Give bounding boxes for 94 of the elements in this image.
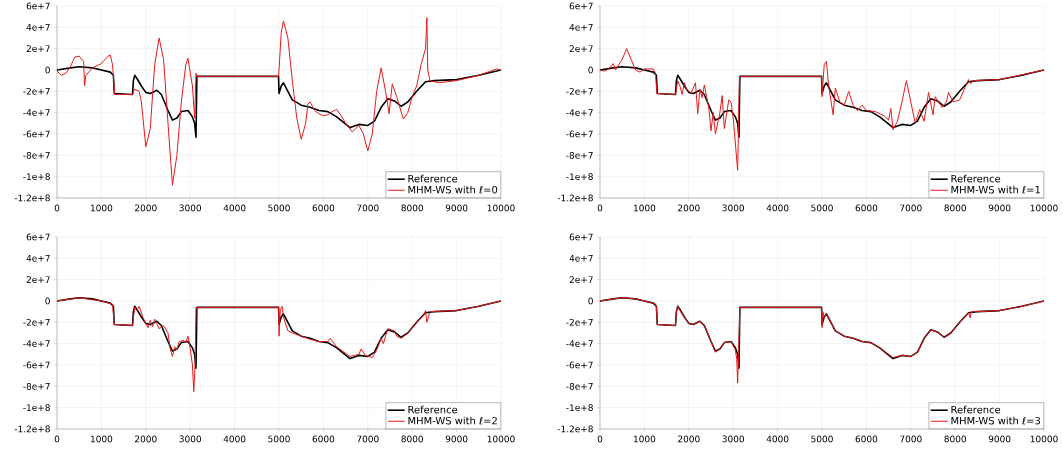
legend-label: Reference [951, 405, 1001, 414]
y-tick-label: -6e+7 [23, 361, 50, 369]
y-tick-label: -6e+7 [566, 361, 593, 369]
x-tick-label: 10000 [1030, 435, 1058, 443]
y-tick-label: -4e+7 [566, 109, 593, 116]
y-tick-label: 0 [588, 66, 593, 74]
y-tick-label: -4e+7 [566, 340, 593, 347]
x-tick-label: 7000 [357, 435, 379, 443]
x-tick-label: 10000 [487, 204, 515, 212]
x-tick-label: 5000 [268, 204, 290, 212]
y-tick-label: -8e+7 [23, 151, 50, 159]
y-tick-label: -2e+7 [23, 318, 50, 326]
legend-label: Reference [951, 174, 1001, 183]
y-tick-label: -1e+8 [566, 173, 593, 181]
x-tick-label: 8000 [401, 204, 424, 212]
x-tick-label: 1000 [90, 204, 113, 212]
x-tick-label: 6000 [855, 204, 878, 212]
x-tick-label: 0 [597, 204, 603, 212]
y-tick-label: -2e+7 [566, 87, 593, 95]
x-tick-label: 3000 [722, 204, 745, 212]
y-tick-label: -1e+8 [23, 404, 50, 412]
legend-label: MHM-WS with ℓ=2 [408, 416, 497, 425]
x-tick-label: 6000 [855, 435, 878, 443]
x-tick-label: 2000 [678, 204, 700, 212]
y-tick-label: -1.2e+8 [14, 194, 50, 202]
y-tick-label: 4e+7 [569, 23, 593, 31]
y-tick-label: -1e+8 [23, 173, 50, 181]
x-tick-label: 1000 [633, 204, 656, 212]
y-tick-label: 2e+7 [569, 276, 593, 284]
y-tick-label: 2e+7 [26, 45, 50, 53]
y-tick-label: -1.2e+8 [557, 425, 593, 433]
x-tick-label: 5000 [811, 435, 833, 443]
y-tick-label: -8e+7 [566, 151, 593, 159]
y-tick-label: 4e+7 [569, 254, 593, 262]
x-tick-label: 5000 [811, 204, 833, 212]
x-tick-label: 9000 [988, 204, 1011, 212]
x-tick-label: 4000 [766, 204, 789, 212]
x-tick-label: 5000 [268, 435, 290, 443]
y-tick-label: 0 [588, 297, 593, 305]
x-tick-label: 3000 [179, 204, 202, 212]
x-tick-label: 0 [54, 435, 60, 443]
line-series [600, 297, 1045, 384]
x-tick-label: 10000 [1030, 204, 1058, 212]
x-tick-label: 2000 [678, 435, 700, 443]
y-tick-label: 4e+7 [26, 254, 50, 262]
y-tick-label: 2e+7 [569, 45, 593, 53]
y-tick-label: -8e+7 [566, 382, 593, 390]
line-series [57, 297, 502, 393]
y-tick-label: 0 [45, 66, 50, 74]
x-tick-label: 7000 [357, 204, 379, 212]
x-tick-label: 7000 [900, 204, 922, 212]
y-tick-label: -6e+7 [23, 130, 50, 138]
y-tick-label: 4e+7 [26, 23, 50, 31]
x-tick-label: 4000 [223, 435, 246, 443]
legend-label: MHM-WS with ℓ=3 [951, 416, 1041, 425]
y-tick-label: 6e+7 [26, 2, 50, 10]
x-tick-label: 9000 [445, 204, 468, 212]
x-tick-label: 1000 [90, 435, 113, 443]
x-tick-label: 4000 [766, 435, 789, 443]
y-tick-label: 0 [45, 297, 50, 305]
x-tick-label: 9000 [445, 435, 468, 443]
x-tick-label: 1000 [633, 435, 656, 443]
x-tick-label: 2000 [135, 435, 157, 443]
y-tick-label: -4e+7 [23, 109, 50, 116]
x-tick-label: 0 [54, 204, 60, 212]
x-tick-label: 3000 [722, 435, 745, 443]
legend-label: MHM-WS with ℓ=0 [408, 185, 498, 194]
y-tick-label: -2e+7 [23, 87, 50, 95]
legend-label: Reference [408, 405, 458, 414]
x-tick-label: 9000 [988, 435, 1011, 443]
legend-label: MHM-WS with ℓ=1 [951, 185, 1040, 194]
x-tick-label: 10000 [487, 435, 515, 443]
x-tick-label: 6000 [312, 204, 335, 212]
y-tick-label: -2e+7 [566, 318, 593, 326]
y-tick-label: 2e+7 [26, 276, 50, 284]
x-tick-label: 3000 [179, 435, 202, 443]
x-tick-label: 8000 [944, 204, 967, 212]
x-tick-label: 6000 [312, 435, 335, 443]
x-tick-label: 8000 [401, 435, 424, 443]
y-tick-label: -4e+7 [23, 340, 50, 347]
y-tick-label: -8e+7 [23, 382, 50, 390]
x-tick-label: 2000 [135, 204, 157, 212]
legend-label: Reference [408, 174, 458, 183]
y-tick-label: -6e+7 [566, 130, 593, 138]
y-tick-label: 6e+7 [569, 2, 593, 10]
y-tick-label: 6e+7 [569, 233, 593, 241]
y-tick-label: 6e+7 [26, 233, 50, 241]
x-tick-label: 8000 [944, 435, 967, 443]
x-tick-label: 7000 [900, 435, 922, 443]
x-tick-label: 4000 [223, 204, 246, 212]
y-tick-label: -1e+8 [566, 404, 593, 412]
y-tick-label: -1.2e+8 [14, 425, 50, 433]
x-tick-label: 0 [597, 435, 603, 443]
y-tick-label: -1.2e+8 [557, 194, 593, 202]
